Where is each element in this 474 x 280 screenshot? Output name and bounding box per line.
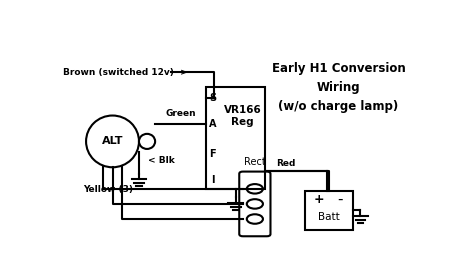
Text: Yellow (3): Yellow (3) <box>83 185 133 193</box>
Text: Early H1 Conversion
Wiring
(w/o charge lamp): Early H1 Conversion Wiring (w/o charge l… <box>272 62 405 113</box>
Text: Red: Red <box>276 159 295 168</box>
Text: -: - <box>337 192 343 207</box>
Text: F: F <box>210 149 216 159</box>
Text: +: + <box>313 193 324 206</box>
Text: ALT: ALT <box>102 136 123 146</box>
Bar <box>206 87 265 189</box>
Text: Green: Green <box>165 109 196 118</box>
Text: S: S <box>209 93 216 103</box>
Text: Brown (switched 12v)  >: Brown (switched 12v) > <box>63 68 188 77</box>
Bar <box>305 191 353 230</box>
Text: A: A <box>209 119 217 129</box>
Text: Rect: Rect <box>244 157 266 167</box>
Text: I: I <box>211 175 215 185</box>
Text: VR166
Reg: VR166 Reg <box>224 105 262 127</box>
Text: < Blk: < Blk <box>148 156 175 165</box>
Text: Batt: Batt <box>319 212 340 222</box>
